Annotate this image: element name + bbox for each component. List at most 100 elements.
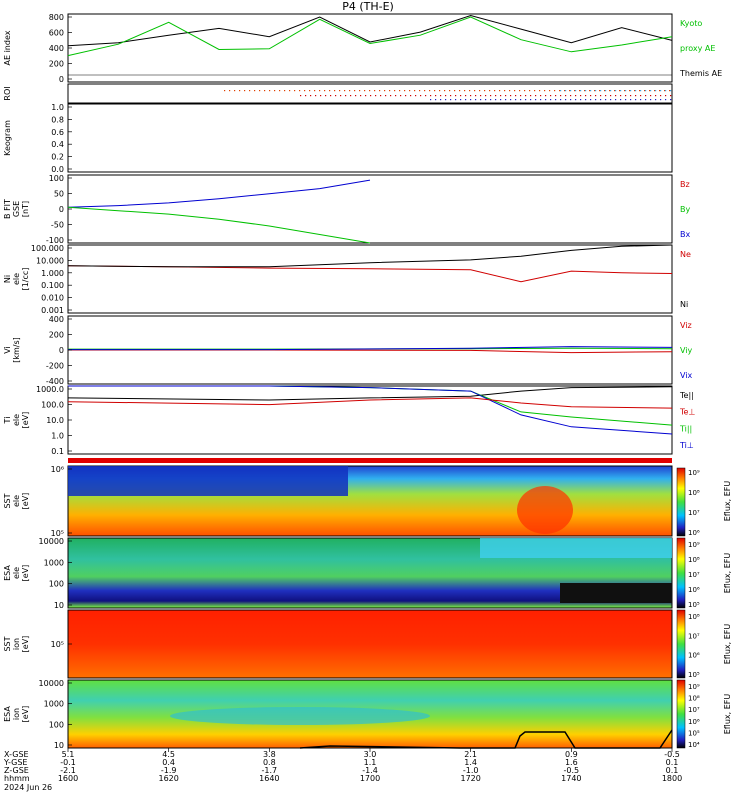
roi-dot: [224, 90, 226, 92]
roi-dot: [629, 90, 631, 92]
roi-dot: [415, 95, 417, 97]
sst-ele-red-lobe: [517, 486, 573, 534]
roi-dot: [350, 95, 352, 97]
esa-ion-colorbar: [676, 679, 686, 749]
xaxis-value-z: -1.0: [463, 766, 479, 775]
roi-dot: [590, 99, 592, 101]
sst-ele-blue-band: [68, 466, 348, 496]
roi-dot: [600, 99, 602, 101]
roi-dot: [620, 95, 622, 97]
density-ytick: 100.000: [31, 244, 64, 253]
roi-dot: [485, 95, 487, 97]
roi-dot: [330, 95, 332, 97]
roi-dot: [615, 95, 617, 97]
roi-dot: [470, 99, 472, 101]
roi-dot: [584, 90, 586, 92]
ae-ylabel-line-0: AE index: [3, 30, 12, 65]
roi-dot: [610, 95, 612, 97]
sst-e-ytick: 10⁵: [51, 529, 64, 538]
roi-dot: [589, 90, 591, 92]
bfgm-ytick: 0: [59, 205, 64, 214]
roi-dot: [529, 90, 531, 92]
esa-e-cbar-tick: 10⁵: [688, 601, 700, 609]
temperature-series-ti: [68, 385, 673, 426]
roi-dot: [645, 90, 647, 92]
roi-dot: [450, 99, 452, 101]
roi-dot: [639, 90, 641, 92]
sst-ion-colorbar: [676, 609, 686, 679]
temperature-legend-3: Ti⊥: [679, 441, 694, 450]
roi-dot: [565, 95, 567, 97]
sst-e-ylabel-line-0: SST: [3, 493, 12, 508]
bfgm-panel-frame: [67, 174, 673, 244]
esa-i-ytick: 10: [54, 741, 64, 750]
density-ytick: 0.010: [41, 294, 64, 303]
esa-i-ytick: 1000: [44, 700, 64, 709]
roi-dot: [625, 95, 627, 97]
esa-e-ylabel-line-2: [eV]: [21, 565, 30, 582]
roi-dot: [490, 95, 492, 97]
roi-dot: [670, 90, 672, 92]
velocity-ytick: 400: [49, 315, 64, 324]
roi-dot: [429, 90, 431, 92]
sst-e-cbar-label: Eflux, EFU: [723, 481, 732, 522]
temperature-ytick: 1000.0: [36, 385, 64, 394]
roi-dot: [539, 90, 541, 92]
density-legend-1: Ni: [680, 300, 688, 309]
roi-dot: [509, 90, 511, 92]
roi-dot: [504, 90, 506, 92]
bfgm-ytick: -100: [46, 236, 64, 245]
roi-dot: [619, 90, 621, 92]
roi-dot: [570, 95, 572, 97]
roi-dot: [615, 90, 617, 92]
roi-dot: [640, 90, 642, 92]
esa-e-cbar-tick: 10⁸: [688, 556, 700, 564]
roi-dot: [444, 90, 446, 92]
roi-dot: [390, 95, 392, 97]
roi-dot: [500, 95, 502, 97]
roi-dot: [559, 90, 561, 92]
bfgm-ylabel-line-0: B FIT: [3, 199, 12, 219]
roi-dot: [609, 90, 611, 92]
roi-dot: [479, 90, 481, 92]
roi-dot: [405, 95, 407, 97]
keogram-ytick: 0.0: [51, 165, 64, 174]
roi-dot: [340, 95, 342, 97]
ae-series-themisae: [67, 14, 673, 47]
roi-dot: [604, 90, 606, 92]
roi-dot: [525, 99, 527, 101]
roi-dot: [409, 90, 411, 92]
roi-dot: [459, 90, 461, 92]
sst-e-cbar-tick: 10⁸: [688, 489, 700, 497]
roi-dot: [654, 90, 656, 92]
xaxis-value-z: 0.1: [666, 766, 679, 775]
esa-i-ytick: 10000: [39, 679, 64, 688]
esa-i-ylabel-line-2: [eV]: [21, 706, 30, 723]
xaxis-value-x: 3.8: [263, 750, 276, 759]
chart-title: P4 (TH-E): [342, 0, 394, 13]
temperature-ylabel-line-2: [eV]: [21, 412, 30, 429]
roi-dot: [440, 99, 442, 101]
roi-dot: [289, 90, 291, 92]
roi-dot: [664, 90, 666, 92]
esa-e-ytick: 10: [54, 601, 64, 610]
esa-i-cbar-tick: 10⁴: [688, 741, 700, 749]
roi-dot: [355, 95, 357, 97]
roi-dot: [424, 90, 426, 92]
density-ytick: 10.000: [36, 256, 64, 265]
roi-dot: [645, 99, 647, 101]
bfgm-legend-0: Bz: [680, 180, 690, 189]
sst-e-ylabel-line-1: ele: [12, 495, 21, 507]
xaxis-value-x: 4.5: [162, 750, 175, 759]
esa-i-ylabel-line-0: ESA: [3, 706, 12, 722]
roi-dot: [660, 95, 662, 97]
roi-dot: [610, 90, 612, 92]
roi-dot: [624, 90, 626, 92]
roi-dot: [550, 95, 552, 97]
roi-dot: [304, 90, 306, 92]
roi-dot: [669, 90, 671, 92]
velocity-legend-2: Vix: [680, 371, 693, 380]
roi-dot: [264, 90, 266, 92]
ae-legend-0: Kyoto: [680, 19, 702, 28]
velocity-series-vix: [68, 346, 673, 351]
